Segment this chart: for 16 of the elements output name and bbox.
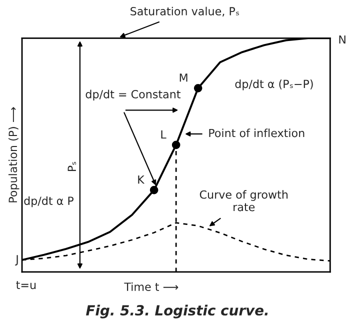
y-axis-title: Population (P) ⟶ [8, 107, 20, 202]
annotation: dp/dt α P [24, 196, 74, 208]
annotation: dp/dt α (Pₛ−P) [235, 80, 313, 90]
text: J [15, 255, 18, 266]
annotation: L [161, 130, 166, 138]
annotation: dp/dt = Constant [86, 90, 180, 101]
text: t=u [16, 281, 36, 290]
annotation: Point of inflextion [209, 128, 304, 138]
annotation: M [180, 74, 188, 82]
text: Saturation value, Pₛ [130, 6, 239, 17]
text: N [339, 35, 346, 44]
annotation: Curve of growth rate [200, 190, 288, 212]
text: Fig. 5.3. Logistic curve. [86, 304, 268, 318]
x-axis-title: Time t ⟶ [124, 282, 178, 292]
annotation: K [138, 175, 145, 184]
annotation: Pₛ [68, 162, 76, 172]
